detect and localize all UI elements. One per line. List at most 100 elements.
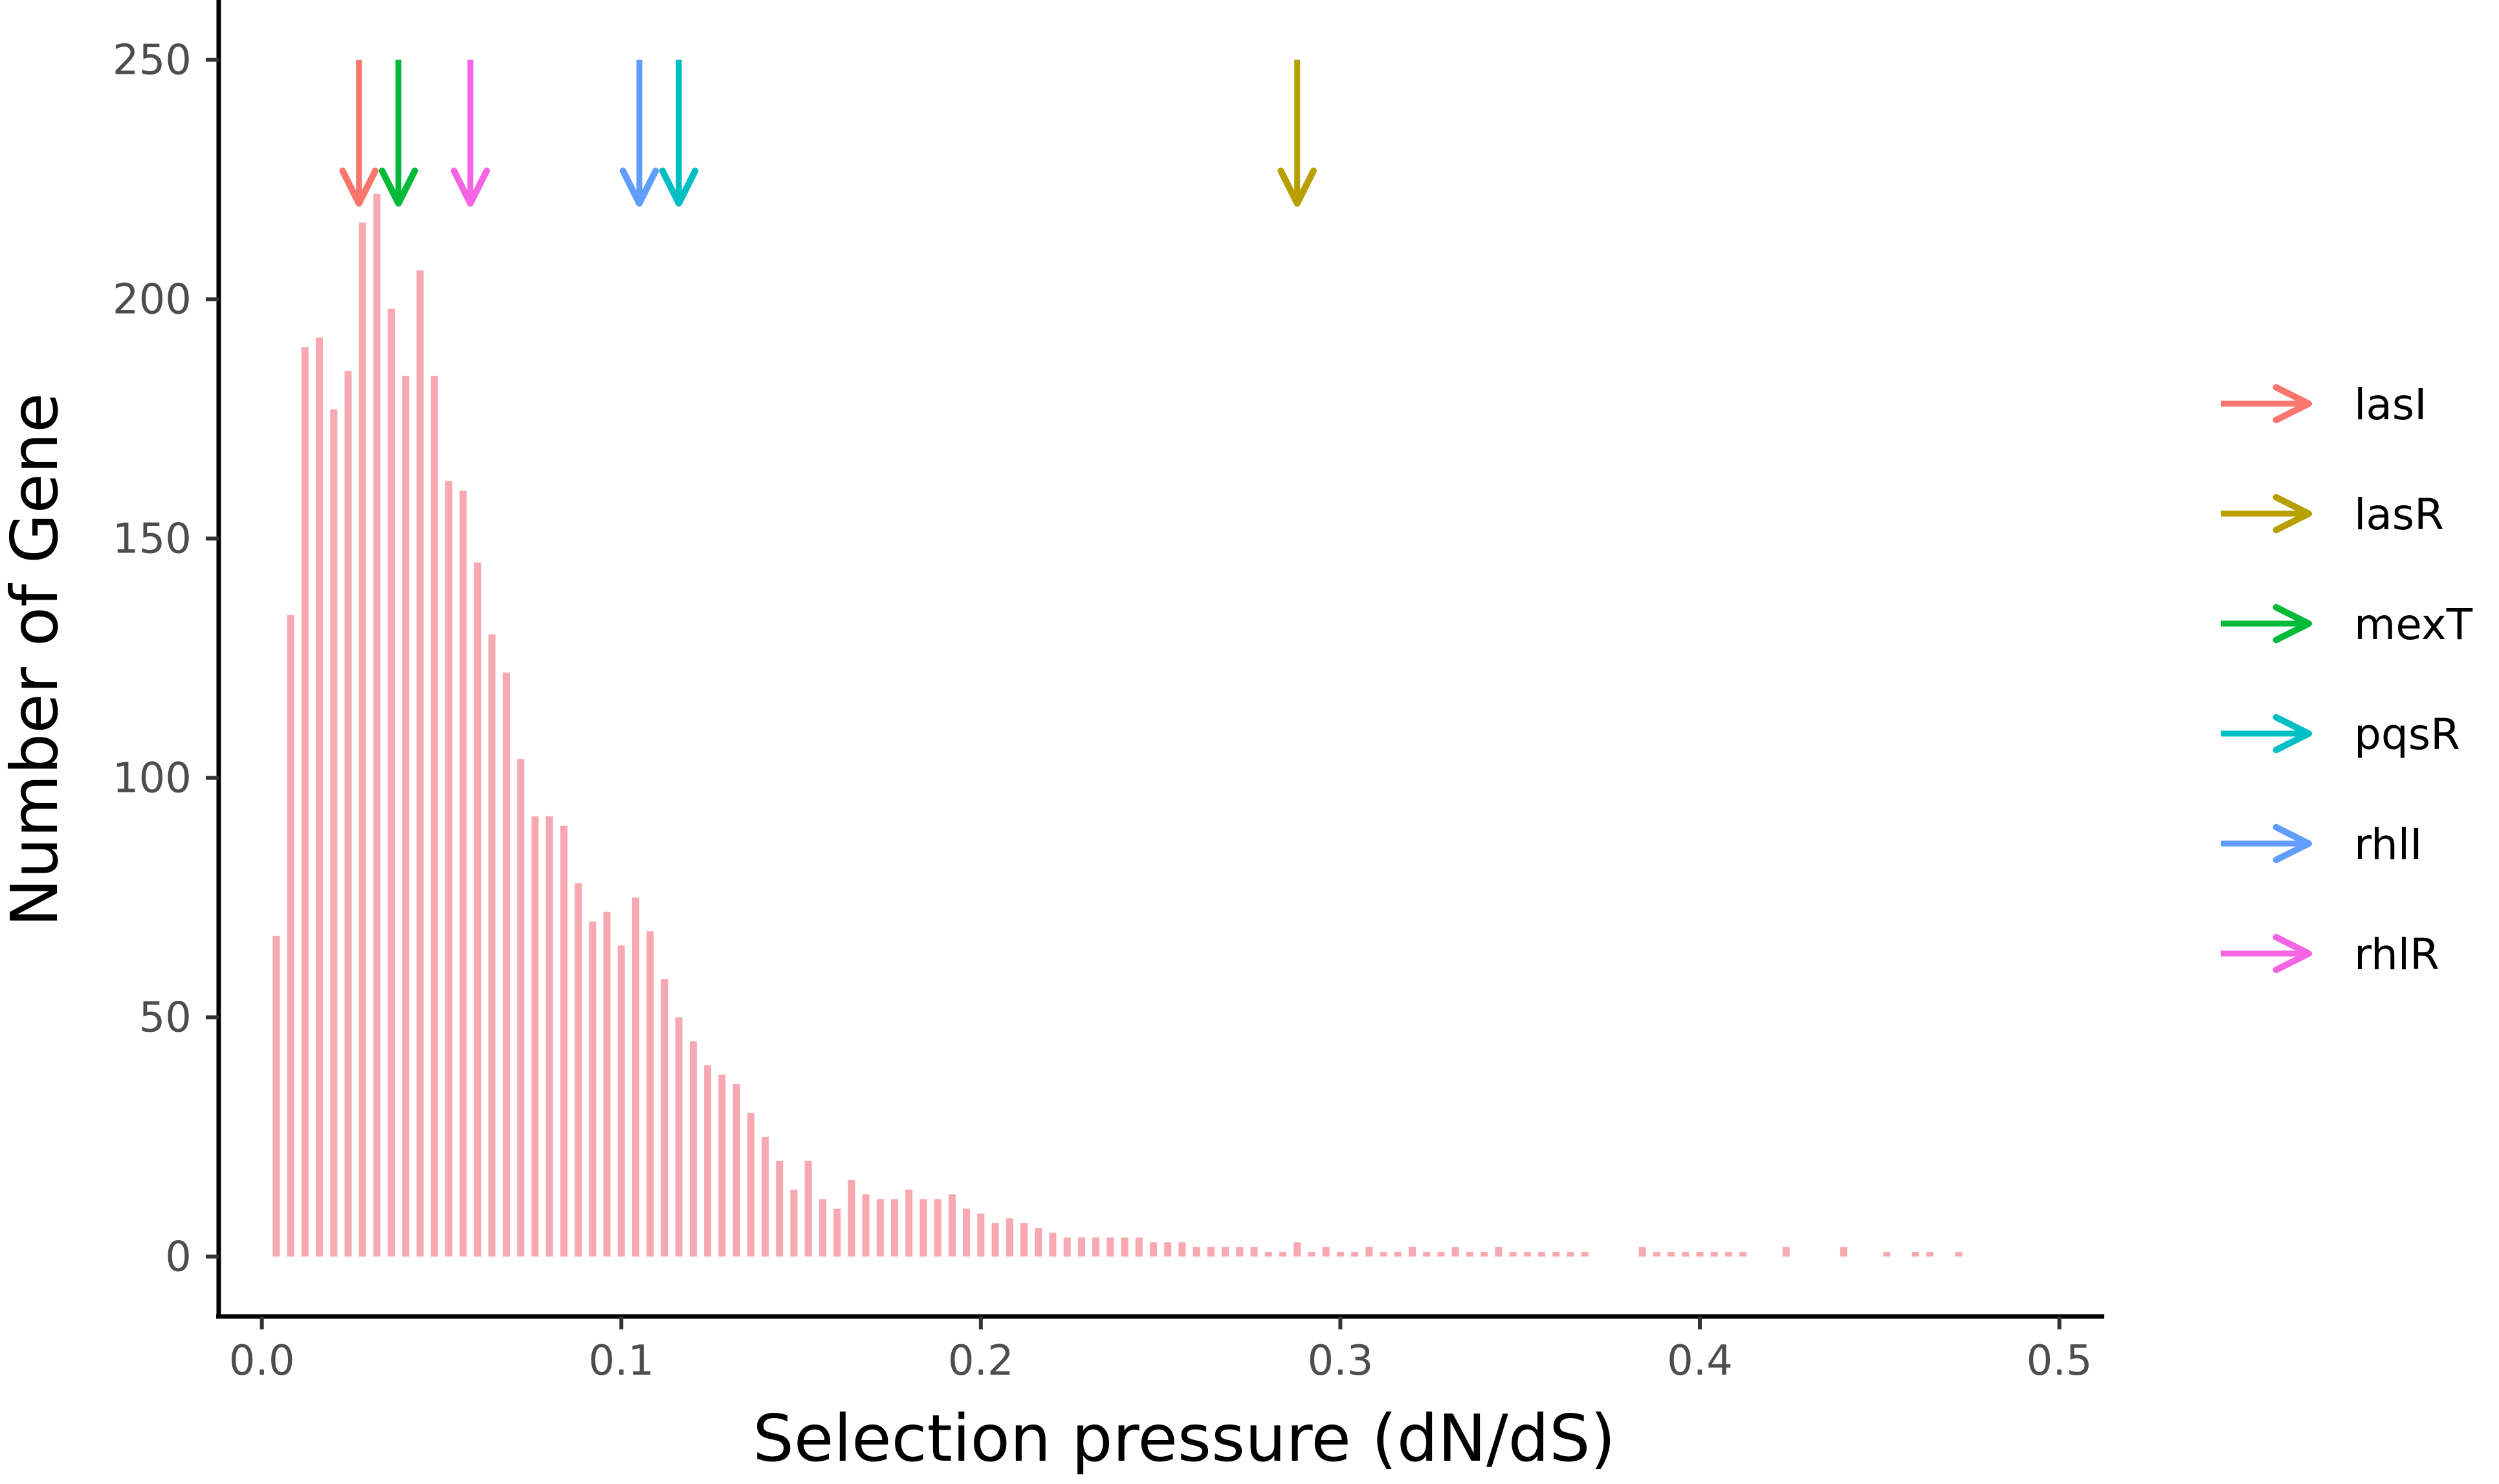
y-tick-label: 0	[165, 1234, 192, 1282]
histogram-bar	[1279, 1252, 1286, 1257]
histogram-bar	[1020, 1223, 1028, 1257]
histogram-bar	[1006, 1218, 1013, 1257]
histogram-bar	[1523, 1252, 1531, 1257]
histogram-bar	[1394, 1252, 1402, 1257]
histogram-bar	[603, 911, 611, 1257]
histogram-bar	[646, 931, 654, 1257]
legend-item-pqsr: pqsR	[2221, 710, 2460, 759]
legend-label: rhlI	[2354, 820, 2423, 869]
histogram-bar	[1336, 1252, 1344, 1257]
histogram-bar	[1653, 1252, 1660, 1257]
histogram-bar	[1451, 1247, 1459, 1257]
x-tick-label: 0.5	[2027, 1337, 2093, 1385]
histogram-bar	[704, 1065, 712, 1257]
histogram-bar	[1092, 1237, 1100, 1257]
histogram-bar	[1135, 1237, 1143, 1257]
y-tick-label: 200	[113, 276, 192, 324]
legend: lasI lasR mexT pqsR rhlI rhlR	[2221, 380, 2473, 979]
histogram-bar	[575, 883, 582, 1257]
histogram-bar	[689, 1041, 697, 1257]
legend-item-lasi: lasI	[2221, 380, 2427, 430]
histogram-bar	[1495, 1247, 1503, 1257]
histogram-bar	[876, 1199, 884, 1257]
histogram-bar	[1782, 1247, 1790, 1257]
histogram-bar	[1682, 1252, 1690, 1257]
histogram-bar	[1638, 1247, 1646, 1257]
histogram-bar	[1178, 1242, 1186, 1257]
histogram-bar	[1696, 1252, 1704, 1257]
histogram-bar	[905, 1189, 913, 1257]
histogram-bar	[445, 481, 453, 1257]
y-tick-label: 150	[113, 516, 192, 563]
histogram-bar	[1567, 1252, 1574, 1257]
histogram-bar	[1739, 1252, 1747, 1257]
histogram-bar	[488, 634, 496, 1257]
histogram-bar	[503, 672, 510, 1257]
legend-label: mexT	[2354, 600, 2473, 649]
histogram-bar	[301, 347, 309, 1257]
x-tick-label: 0.2	[948, 1337, 1014, 1385]
histogram-bar	[617, 945, 625, 1257]
x-tick-label: 0.4	[1667, 1337, 1733, 1385]
legend-item-rhlr: rhlR	[2221, 930, 2439, 979]
histogram-bar	[1365, 1247, 1373, 1257]
histogram-bar	[1150, 1242, 1157, 1257]
histogram-bar	[1236, 1247, 1244, 1257]
legend-item-mext: mexT	[2221, 600, 2473, 649]
histogram-bar	[287, 615, 294, 1257]
histogram-bar	[1710, 1252, 1718, 1257]
histogram-bar	[1509, 1252, 1517, 1257]
x-tick-label: 0.0	[229, 1337, 295, 1385]
histogram-bar	[934, 1199, 941, 1257]
histogram-bar	[762, 1137, 769, 1257]
histogram-bar	[316, 337, 324, 1257]
histogram-bar	[1106, 1237, 1114, 1257]
histogram-bar	[373, 193, 380, 1257]
histogram-bar	[1250, 1247, 1258, 1257]
histogram-bar	[891, 1199, 898, 1257]
histogram-bar	[1437, 1252, 1445, 1257]
histogram-bar	[732, 1084, 740, 1257]
histogram-bar	[1063, 1237, 1071, 1257]
histogram-bar	[330, 409, 338, 1257]
histogram-bar	[416, 270, 424, 1257]
histogram-bar	[1423, 1252, 1431, 1257]
histogram-bar	[459, 490, 467, 1257]
histogram-bar	[545, 816, 553, 1257]
x-axis-ticks: 0.0 0.1 0.2 0.3 0.4 0.5	[229, 1316, 2093, 1385]
histogram-bar	[1481, 1252, 1488, 1257]
gene-arrows	[339, 60, 1317, 207]
histogram-bar	[1538, 1252, 1545, 1257]
histogram-bar	[402, 375, 410, 1257]
histogram-bar	[1926, 1252, 1933, 1257]
histogram-bar	[1351, 1252, 1359, 1257]
histogram-bar	[517, 758, 525, 1257]
x-tick-label: 0.3	[1308, 1337, 1374, 1385]
histogram-bar	[474, 562, 481, 1257]
histogram-bar	[1264, 1252, 1272, 1257]
histogram-bar	[1668, 1252, 1675, 1257]
histogram-bar	[344, 371, 352, 1257]
histogram-bar	[1840, 1247, 1847, 1257]
histogram-bar	[963, 1208, 971, 1257]
histogram-bar	[919, 1199, 927, 1257]
legend-item-lasr: lasR	[2221, 490, 2444, 540]
histogram-bar	[747, 1113, 754, 1257]
histogram-bar	[1581, 1252, 1589, 1257]
histogram-bar	[1222, 1247, 1229, 1257]
histogram-bar	[1193, 1247, 1200, 1257]
histogram-bar	[1724, 1252, 1732, 1257]
y-tick-label: 50	[139, 994, 192, 1042]
histogram-bar	[1294, 1242, 1301, 1257]
histogram-bar	[718, 1075, 726, 1257]
x-tick-label: 0.1	[588, 1337, 654, 1385]
histogram-bar	[862, 1194, 870, 1257]
histogram-bar	[1911, 1252, 1919, 1257]
histogram-bar	[1121, 1237, 1128, 1257]
histogram-bar	[358, 223, 366, 1257]
histogram-bar	[1955, 1252, 1963, 1257]
histogram-bar	[819, 1199, 826, 1257]
histogram-bar	[1466, 1252, 1473, 1257]
